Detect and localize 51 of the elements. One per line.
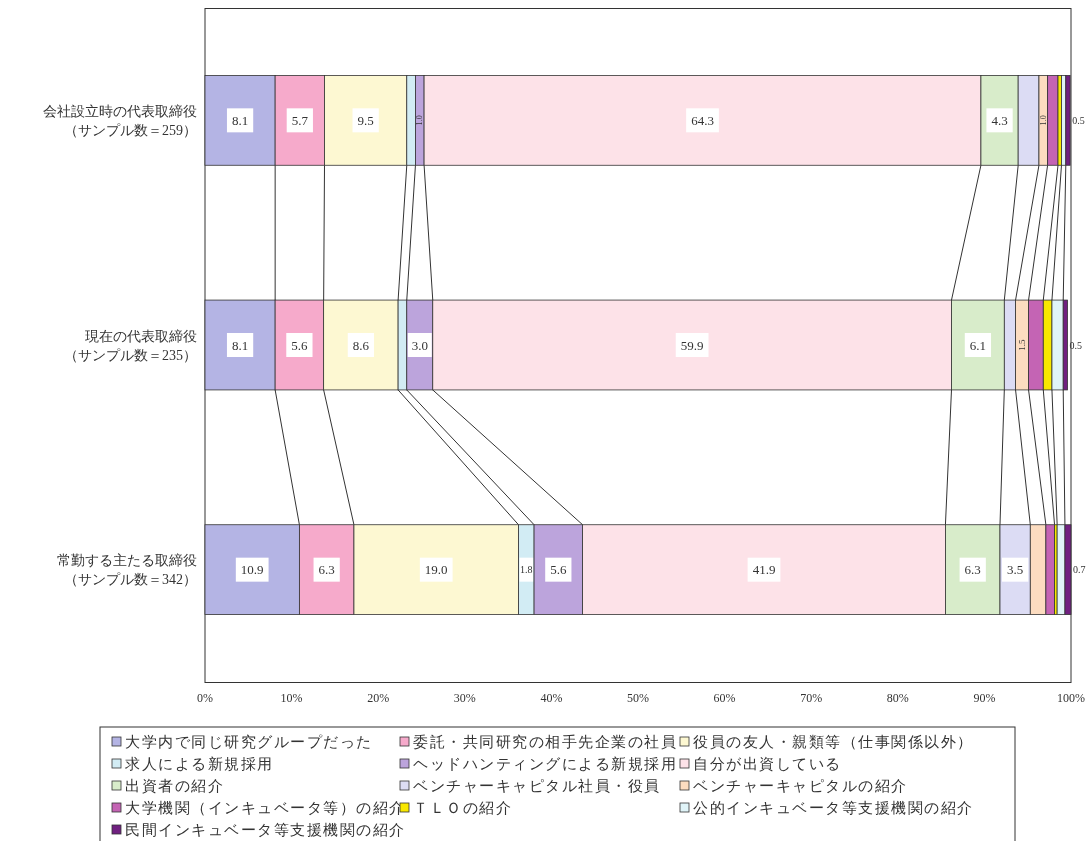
data-label: 59.9 — [680, 337, 704, 353]
data-label: 41.9 — [752, 562, 776, 578]
data-label: 0.5 — [1069, 339, 1083, 351]
data-label: 1.0 — [415, 115, 425, 126]
legend-label: ベンチャーキャピタルの紹介 — [693, 778, 908, 794]
y-tick-label: 会社設立時の代表取締役（サンプル数＝259） — [43, 103, 197, 138]
data-label: 0.7 — [1073, 564, 1086, 576]
data-label: 64.3 — [691, 112, 714, 128]
data-label: 3.0 — [411, 337, 428, 353]
x-tick-label: 20% — [367, 691, 390, 705]
data-label: 4.3 — [991, 112, 1008, 128]
x-tick-label: 90% — [973, 691, 996, 705]
legend-label: 大学内で同じ研究グループだった — [125, 734, 373, 750]
legend-label: ベンチャーキャピタル社員・役員 — [413, 778, 661, 794]
x-tick-label: 40% — [540, 691, 563, 705]
legend-label: 求人による新規採用 — [125, 756, 274, 772]
y-tick-label: 現在の代表取締役（サンプル数＝235） — [64, 328, 197, 363]
data-label: 3.5 — [1007, 562, 1024, 578]
data-label: 1.8 — [520, 564, 533, 576]
data-label: 8.1 — [231, 112, 249, 128]
data-label: 5.6 — [550, 562, 567, 578]
data-label: 1.5 — [1017, 338, 1028, 351]
x-tick-label: 30% — [453, 691, 476, 705]
data-label: 1.0 — [1038, 115, 1048, 126]
legend-label: ヘッドハンティングによる新規採用 — [413, 756, 677, 772]
data-label: 6.3 — [964, 562, 981, 578]
data-label: 8.1 — [231, 337, 249, 353]
x-tick-label: 100% — [1057, 691, 1085, 705]
data-label: 9.5 — [357, 112, 374, 128]
x-tick-label: 50% — [627, 691, 649, 705]
legend-label: 出資者の紹介 — [125, 778, 224, 794]
legend-label: 自分が出資している — [693, 756, 842, 772]
data-label: 0.5 — [1072, 114, 1085, 126]
legend-label: 役員の友人・親類等（仕事関係以外） — [693, 734, 974, 750]
x-tick-label: 0% — [197, 691, 213, 705]
data-label: 6.1 — [969, 337, 987, 353]
legend-label: 委託・共同研究の相手先企業の社員 — [413, 734, 677, 750]
x-tick-label: 10% — [280, 691, 303, 705]
legend-label: ＴＬＯの紹介 — [413, 800, 512, 816]
data-label: 5.7 — [291, 112, 309, 128]
x-tick-label: 80% — [886, 691, 909, 705]
x-tick-label: 60% — [713, 691, 736, 705]
x-tick-label: 70% — [800, 691, 823, 705]
data-label: 19.0 — [424, 562, 448, 578]
legend-label: 公的インキュベータ等支援機関の紹介 — [693, 800, 974, 816]
data-label: 10.9 — [240, 562, 264, 578]
data-label: 8.6 — [352, 337, 370, 353]
data-label: 5.6 — [291, 337, 309, 353]
data-label: 6.3 — [318, 562, 335, 578]
legend-label: 民間インキュベータ等支援機関の紹介 — [125, 822, 406, 838]
y-tick-label: 常勤する主たる取締役（サンプル数＝342） — [57, 553, 197, 588]
